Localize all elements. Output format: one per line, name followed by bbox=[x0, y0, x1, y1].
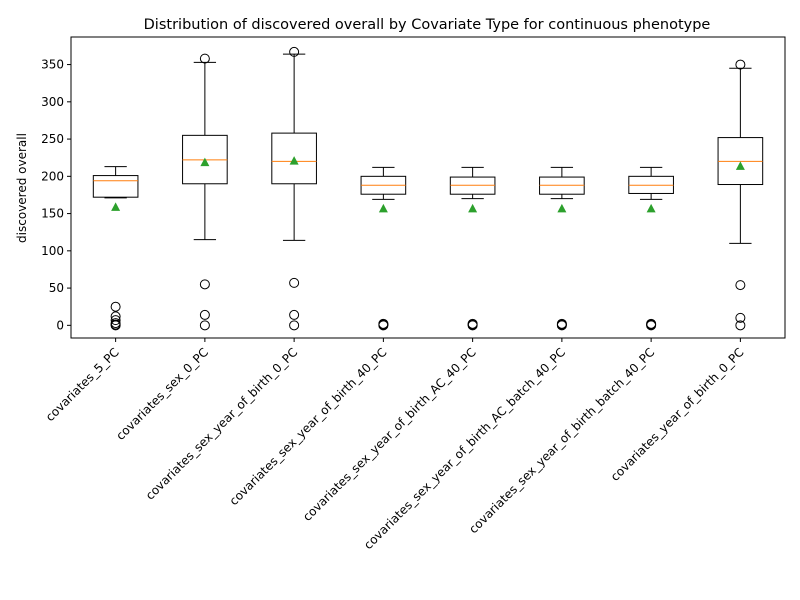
outlier-point bbox=[199, 309, 210, 320]
y-tick-label: 200 bbox=[41, 169, 64, 183]
x-tick-label: covariates_sex_year_of_birth_40_PC bbox=[227, 345, 390, 508]
y-tick-label: 350 bbox=[41, 58, 64, 72]
box bbox=[92, 175, 139, 198]
plot-frame bbox=[70, 36, 786, 339]
y-tick-label: 100 bbox=[41, 244, 64, 258]
y-tick-label: 250 bbox=[41, 132, 64, 146]
outlier-point bbox=[199, 279, 210, 290]
x-tick-label: covariates_sex_year_of_birth_AC_batch_40… bbox=[361, 345, 568, 552]
outlier-point bbox=[735, 59, 746, 70]
x-tick-label: covariates_sex_0_PC bbox=[113, 345, 211, 443]
outlier-point bbox=[467, 320, 478, 331]
y-tick-label: 0 bbox=[56, 318, 64, 332]
y-tick-label: 50 bbox=[49, 281, 64, 295]
box bbox=[271, 132, 317, 185]
mean-marker bbox=[378, 203, 388, 213]
outlier-point bbox=[199, 320, 210, 331]
outlier-point bbox=[556, 319, 567, 330]
outlier-point bbox=[556, 320, 567, 331]
outlier-point bbox=[289, 277, 300, 288]
outlier-point bbox=[378, 319, 389, 330]
outlier-point bbox=[289, 309, 300, 320]
mean-marker bbox=[200, 157, 210, 167]
x-tick-label: covariates_5_PC bbox=[43, 345, 122, 424]
x-tick-label: covariates_sex_year_of_birth_batch_40_PC bbox=[466, 345, 657, 536]
outlier-point bbox=[467, 319, 478, 330]
outlier-point bbox=[646, 320, 657, 331]
chart-title: Distribution of discovered overall by Co… bbox=[144, 17, 711, 33]
mean-marker bbox=[289, 156, 299, 165]
mean-marker bbox=[735, 161, 745, 170]
outlier-point bbox=[735, 280, 746, 291]
outlier-point bbox=[289, 320, 300, 331]
outlier-point bbox=[735, 320, 746, 331]
outlier-point bbox=[735, 312, 746, 323]
mean-marker bbox=[111, 202, 121, 211]
outlier-point bbox=[289, 46, 300, 57]
mean-marker bbox=[468, 203, 478, 213]
x-tick-label: covariates_sex_year_of_birth_0_PC bbox=[143, 345, 300, 502]
outlier-point bbox=[110, 320, 121, 331]
x-tick-label: covariates_sex_year_of_birth_AC_40_PC bbox=[300, 345, 479, 524]
outlier-point bbox=[646, 319, 657, 330]
outlier-point bbox=[110, 301, 121, 312]
outlier-point bbox=[110, 315, 121, 326]
mean-marker bbox=[646, 203, 656, 213]
y-axis-label: discovered overall bbox=[15, 133, 29, 243]
plot-area: 050100150200250300350covariates_5_PCcova… bbox=[41, 36, 786, 552]
y-tick-label: 150 bbox=[41, 207, 64, 221]
mean-marker bbox=[557, 203, 567, 213]
outlier-point bbox=[378, 320, 389, 331]
outlier-point bbox=[199, 53, 210, 64]
y-tick-label: 300 bbox=[41, 95, 64, 109]
